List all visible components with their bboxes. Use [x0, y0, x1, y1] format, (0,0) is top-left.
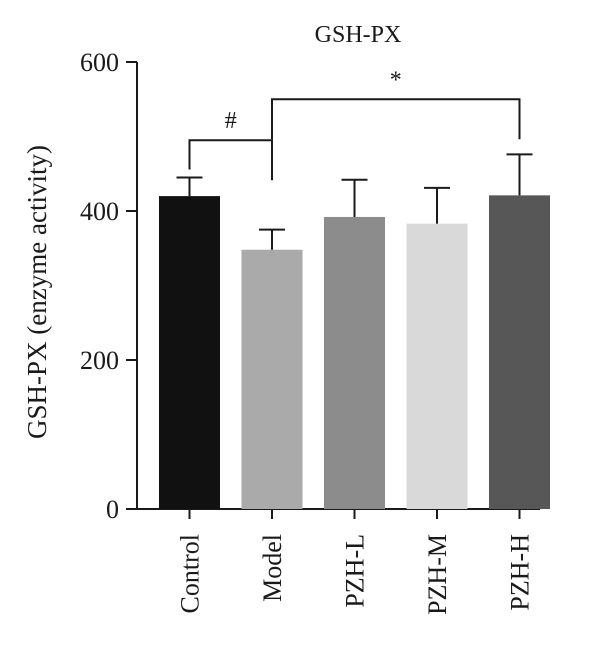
- significance-bracket: [188, 139, 273, 181]
- significance-bracket: [271, 98, 521, 140]
- bar-pzh-h: [489, 195, 550, 510]
- x-tick-label: PZH-H: [506, 534, 535, 611]
- bar-control: [159, 196, 220, 509]
- significance-annotations: #*: [188, 67, 521, 181]
- bars: [159, 153, 550, 510]
- chart-title: GSH-PX: [315, 22, 402, 48]
- x-tick-label: PZH-L: [341, 534, 370, 608]
- y-tick-label: 600: [80, 48, 119, 77]
- x-tick-label: Control: [176, 534, 205, 613]
- significance-label: *: [390, 67, 402, 93]
- bar-pzh-m: [406, 223, 468, 510]
- y-tick-label: 0: [106, 495, 119, 524]
- bar-pzh-l: [324, 216, 385, 509]
- y-tick-label: 400: [80, 197, 119, 226]
- x-tick-label: Model: [258, 534, 287, 602]
- axes: 0 200 400 600 Control Model PZH-L PZH-M PZH-H: [80, 48, 540, 615]
- y-axis-label: GSH-PX (enzyme activity): [22, 145, 52, 439]
- x-tick-label: PZH-M: [423, 534, 452, 615]
- y-tick-label: 200: [80, 346, 119, 375]
- bar-model: [241, 249, 303, 510]
- significance-label: #: [225, 108, 237, 134]
